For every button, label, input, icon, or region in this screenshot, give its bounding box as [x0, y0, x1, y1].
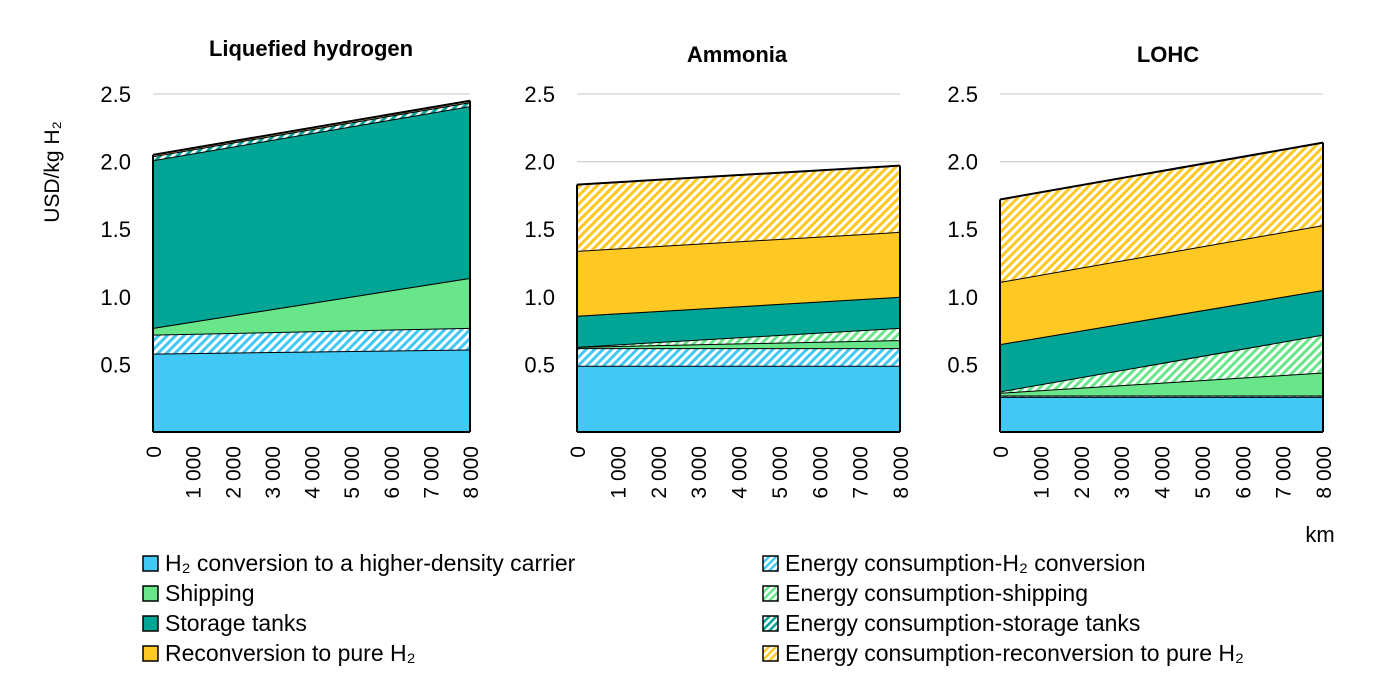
- x-tick-label: 0: [143, 446, 166, 458]
- x-unit-group: km: [1305, 522, 1334, 547]
- x-tick-label: 2 000: [648, 446, 671, 499]
- x-tick-label: 1 000: [607, 446, 630, 499]
- area-boundary-energy_reconversion: [152, 99, 471, 156]
- legend-swatch: [762, 584, 779, 602]
- area-reconversion: [1000, 225, 1323, 345]
- legend-swatch: [762, 554, 779, 572]
- y-tick-label: 2.5: [100, 82, 131, 107]
- panels-group: 0.5 1.0 1.5 2.0 2.5 Liquefied hydrogen 0 1 000 2…: [100, 36, 1336, 499]
- area-reconversion: [577, 231, 900, 316]
- y-tick-label: 2.0: [947, 150, 978, 175]
- area-energy_conversion: [577, 348, 900, 366]
- x-tick-label: 2 000: [222, 446, 245, 499]
- x-tick-label: 1 000: [1030, 446, 1053, 499]
- x-tick-label: 6 000: [809, 446, 832, 499]
- y-axis-title-group: USD/kg H₂: [41, 121, 64, 223]
- x-tick-label: 0: [567, 446, 590, 458]
- legend-item-reconversion: Reconversion to pure H₂: [142, 638, 416, 668]
- y-tick-label: 1.0: [100, 285, 131, 310]
- area-conversion: [153, 349, 470, 432]
- legend-item-energy-shipping: Energy consumption-shipping: [762, 578, 1088, 608]
- legend-swatch: [762, 644, 779, 662]
- legend-label: Energy consumption-shipping: [785, 580, 1089, 606]
- legend-label: H₂ conversion to a higher-density carrie…: [165, 550, 576, 576]
- y-tick-label: 0.5: [524, 352, 555, 377]
- legend-label: Shipping: [165, 580, 255, 606]
- y-tick-label: 1.5: [100, 217, 131, 242]
- legend-swatch: [142, 614, 159, 632]
- x-tick-label: 3 000: [688, 446, 711, 499]
- legend-item-shipping: Shipping: [142, 578, 255, 608]
- area-conversion: [577, 365, 900, 432]
- x-tick-label: 5 000: [341, 446, 364, 499]
- area-energy_reconversion: [1000, 142, 1323, 282]
- x-tick-label: 3 000: [1111, 446, 1134, 499]
- chart-legend: H₂ conversion to a higher-density carrie…: [142, 548, 1372, 688]
- legend-item-storage: Storage tanks: [142, 608, 307, 638]
- x-tick-label: 4 000: [729, 446, 752, 499]
- legend-swatch: [142, 644, 159, 662]
- area-storage: [577, 296, 900, 347]
- legend-label: Energy consumption-reconversion to pure …: [785, 640, 1244, 666]
- x-unit-label: km: [1305, 522, 1334, 547]
- x-tick-label: 6 000: [1232, 446, 1255, 499]
- x-tick-label: 7 000: [420, 446, 443, 499]
- x-tick-label: 7 000: [1273, 446, 1296, 499]
- x-tick-label: 6 000: [381, 446, 404, 499]
- x-tick-label: 4 000: [1152, 446, 1175, 499]
- legend-label: Reconversion to pure H₂: [165, 640, 416, 666]
- area-energy_conversion: [153, 327, 470, 354]
- area-shipping: [153, 277, 470, 335]
- y-tick-label: 2.5: [947, 82, 978, 107]
- x-tick-label: 8 000: [890, 446, 913, 499]
- panel-lohc: 0.5 1.0 1.5 2.0 2.5 LOHC 0 1 000 2 000 3 000 4 000…: [947, 42, 1336, 499]
- legend-item-energy-storage: Energy consumption-storage tanks: [762, 608, 1140, 638]
- x-tick-label: 0: [990, 446, 1013, 458]
- y-axis-title: USD/kg H₂: [41, 121, 64, 223]
- y-tick-label: 1.0: [947, 285, 978, 310]
- panel-title: Liquefied hydrogen: [209, 36, 413, 61]
- area-boundary-energy_reconversion: [999, 141, 1324, 201]
- area-energy_reconversion: [577, 165, 900, 251]
- x-tick-label: 5 000: [1192, 446, 1215, 499]
- x-tick-label: 1 000: [183, 446, 206, 499]
- panel-ammonia: 0.5 1.0 1.5 2.0 2.5 Ammonia 0 1 000 2 000 3 000 4 …: [524, 42, 913, 499]
- legend-swatch: [762, 614, 779, 632]
- panel-title: Ammonia: [687, 42, 788, 67]
- y-tick-label: 0.5: [100, 352, 131, 377]
- y-tick-label: 2.0: [100, 150, 131, 175]
- area-boundary-energy_reconversion: [576, 164, 901, 186]
- y-tick-label: 1.5: [524, 217, 555, 242]
- y-tick-label: 2.0: [524, 150, 555, 175]
- legend-label: Energy consumption-H₂ conversion: [785, 550, 1146, 576]
- y-tick-label: 1.5: [947, 217, 978, 242]
- x-tick-label: 2 000: [1071, 446, 1094, 499]
- legend-item-energy-reconversion: Energy consumption-reconversion to pure …: [762, 638, 1244, 668]
- x-tick-label: 8 000: [460, 446, 483, 499]
- legend-label: Storage tanks: [165, 610, 307, 636]
- x-tick-label: 4 000: [302, 446, 325, 499]
- x-tick-label: 8 000: [1313, 446, 1336, 499]
- legend-swatch: [142, 554, 159, 572]
- area-conversion: [1000, 396, 1323, 432]
- legend-label: Energy consumption-storage tanks: [785, 610, 1141, 636]
- legend-item-energy-conversion: Energy consumption-H₂ conversion: [762, 548, 1146, 578]
- legend-swatch: [142, 584, 159, 602]
- area-storage: [153, 106, 470, 328]
- panel-liquefied-hydrogen: 0.5 1.0 1.5 2.0 2.5 Liquefied hydrogen 0 1 000 2…: [100, 36, 483, 499]
- x-tick-label: 3 000: [262, 446, 285, 499]
- y-tick-label: 2.5: [524, 82, 555, 107]
- x-tick-label: 5 000: [769, 446, 792, 499]
- x-tick-label: 7 000: [850, 446, 873, 499]
- y-tick-label: 1.0: [524, 285, 555, 310]
- legend-item-conversion: H₂ conversion to a higher-density carrie…: [142, 548, 575, 578]
- panel-title: LOHC: [1137, 42, 1199, 67]
- area-storage: [1000, 290, 1323, 392]
- y-tick-label: 0.5: [947, 352, 978, 377]
